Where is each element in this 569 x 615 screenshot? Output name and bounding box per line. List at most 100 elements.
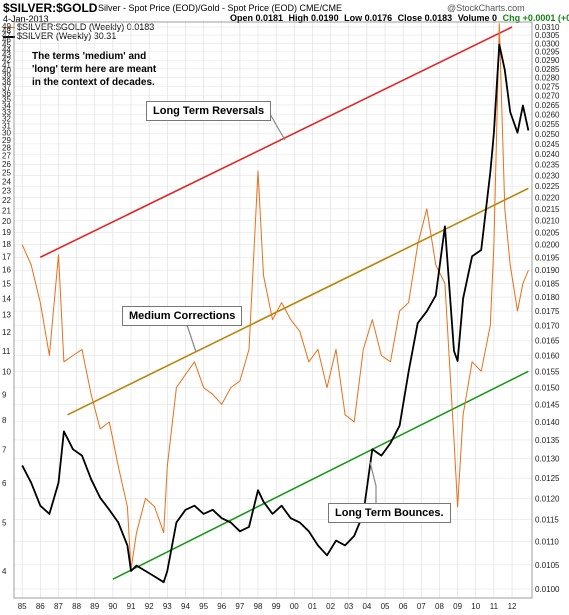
close-value: Close 0.0183	[397, 13, 453, 23]
x-tick-label: 03	[344, 602, 353, 611]
source-credit: @StockCharts.com	[447, 3, 525, 13]
long-term-reversals-callout: Long Term Reversals	[146, 101, 272, 121]
right-tick-label: 0.0105	[535, 561, 560, 570]
right-tick-label: 0.0290	[535, 56, 560, 65]
left-tick-label: 44	[2, 45, 11, 54]
legend-silver-label: $SILVER (Weekly) 30.31	[17, 31, 117, 41]
left-tick-label: 6	[2, 479, 7, 488]
plot-frame	[13, 21, 533, 599]
series-lines	[21, 23, 530, 584]
x-tick-label: 07	[417, 602, 426, 611]
left-tick-label: 26	[2, 160, 11, 169]
left-tick-label: 33	[2, 108, 11, 117]
chart-title: $SILVER:$GOLD	[3, 1, 98, 15]
x-tick-label: 05	[381, 602, 390, 611]
volume-value: Volume 0	[457, 13, 498, 23]
right-tick-label: 0.0110	[535, 538, 559, 547]
x-tick-label: 12	[508, 602, 517, 611]
x-tick-label: 06	[399, 602, 408, 611]
x-tick-label: 95	[199, 602, 208, 611]
x-tick-label: 99	[272, 602, 281, 611]
right-tick-label: 0.0140	[535, 418, 560, 427]
left-tick-label: 9	[2, 391, 7, 400]
left-tick-label: 41	[2, 61, 11, 70]
right-tick-label: 0.0310	[535, 23, 560, 32]
left-tick-label: 38	[2, 77, 11, 86]
right-tick-label: 0.0305	[535, 31, 560, 40]
left-tick-label: 12	[2, 328, 11, 337]
left-tick-label: 14	[2, 295, 11, 304]
left-tick-label: 37	[2, 83, 11, 92]
x-tick-label: 86	[36, 602, 45, 611]
left-tick-label: 19	[2, 228, 11, 237]
x-tick-label: 11	[490, 602, 499, 611]
right-tick-label: 0.0210	[535, 216, 560, 225]
right-tick-label: 0.0190	[535, 266, 560, 275]
right-tick-label: 0.0230	[535, 171, 560, 180]
left-tick-label: 20	[2, 217, 11, 226]
x-tick-label: 89	[90, 602, 99, 611]
ratio-series-line	[21, 23, 529, 570]
x-tick-label: 98	[254, 602, 263, 611]
left-tick-label: 40	[2, 66, 11, 75]
right-tick-label: 0.0180	[535, 293, 560, 302]
x-tick-label: 09	[453, 602, 462, 611]
right-tick-label: 0.0170	[535, 321, 560, 330]
left-tick-label: 43	[2, 50, 11, 59]
right-tick-label: 0.0280	[535, 74, 560, 83]
right-tick-label: 0.0300	[535, 39, 560, 48]
left-axis: 4567891011121314151617181920212223242526…	[2, 22, 11, 576]
right-tick-label: 0.0275	[535, 83, 560, 92]
x-tick-label: 87	[54, 602, 63, 611]
left-tick-label: 15	[2, 279, 11, 288]
left-tick-label: 45	[2, 41, 11, 50]
right-tick-label: 0.0220	[535, 193, 560, 202]
x-tick-label: 96	[217, 602, 226, 611]
left-tick-label: 39	[2, 72, 11, 81]
x-tick-label: 93	[163, 602, 172, 611]
left-tick-label: 21	[2, 206, 11, 215]
left-tick-label: 49	[2, 22, 11, 31]
left-tick-label: 46	[2, 36, 11, 45]
open-value: Open 0.0181	[230, 13, 284, 23]
right-tick-label: 0.0175	[535, 307, 560, 316]
left-tick-label: 17	[2, 252, 11, 261]
right-tick-label: 0.0185	[535, 279, 560, 288]
legend-item-silver: $SILVER (Weekly) 30.31	[3, 31, 116, 41]
left-tick-label: 47	[2, 31, 11, 40]
x-tick-label: 01	[308, 602, 317, 611]
x-tick-label: 04	[362, 602, 371, 611]
x-tick-label: 88	[72, 602, 81, 611]
silver-series-line	[21, 43, 530, 584]
x-tick-label: 90	[108, 602, 117, 611]
date-label: 4-Jan-2013	[3, 14, 49, 24]
right-tick-label: 0.0135	[535, 436, 560, 445]
chart-subtitle: Silver - Spot Price (EOD)/Gold - Spot Pr…	[98, 3, 343, 13]
left-tick-label: 5	[2, 518, 7, 527]
left-tick-label: 18	[2, 240, 11, 249]
x-tick-label: 97	[235, 602, 244, 611]
x-tick-label: 10	[471, 602, 480, 611]
left-tick-label: 32	[2, 115, 11, 124]
left-tick-label: 10	[2, 368, 11, 377]
left-tick-label: 23	[2, 187, 11, 196]
change-value: Chg +0.0001 (+0.56%)	[502, 13, 569, 23]
right-tick-label: 0.0215	[535, 205, 560, 214]
left-tick-label: 24	[2, 177, 11, 186]
left-tick-label: 48	[2, 26, 11, 35]
left-tick-label: 8	[2, 416, 7, 425]
right-tick-label: 0.0235	[535, 161, 560, 170]
left-tick-label: 22	[2, 196, 11, 205]
trendlines	[39, 26, 529, 580]
x-tick-label: 92	[145, 602, 154, 611]
right-tick-label: 0.0100	[535, 585, 560, 594]
right-tick-label: 0.0150	[535, 384, 560, 393]
right-tick-label: 0.0255	[535, 120, 560, 129]
grid	[14, 22, 532, 598]
left-tick-label: 16	[2, 265, 11, 274]
medium-corrections-callout: Medium Corrections	[122, 306, 243, 326]
x-tick-label: 00	[290, 602, 299, 611]
left-tick-label: 36	[2, 89, 11, 98]
right-tick-label: 0.0240	[535, 150, 560, 159]
